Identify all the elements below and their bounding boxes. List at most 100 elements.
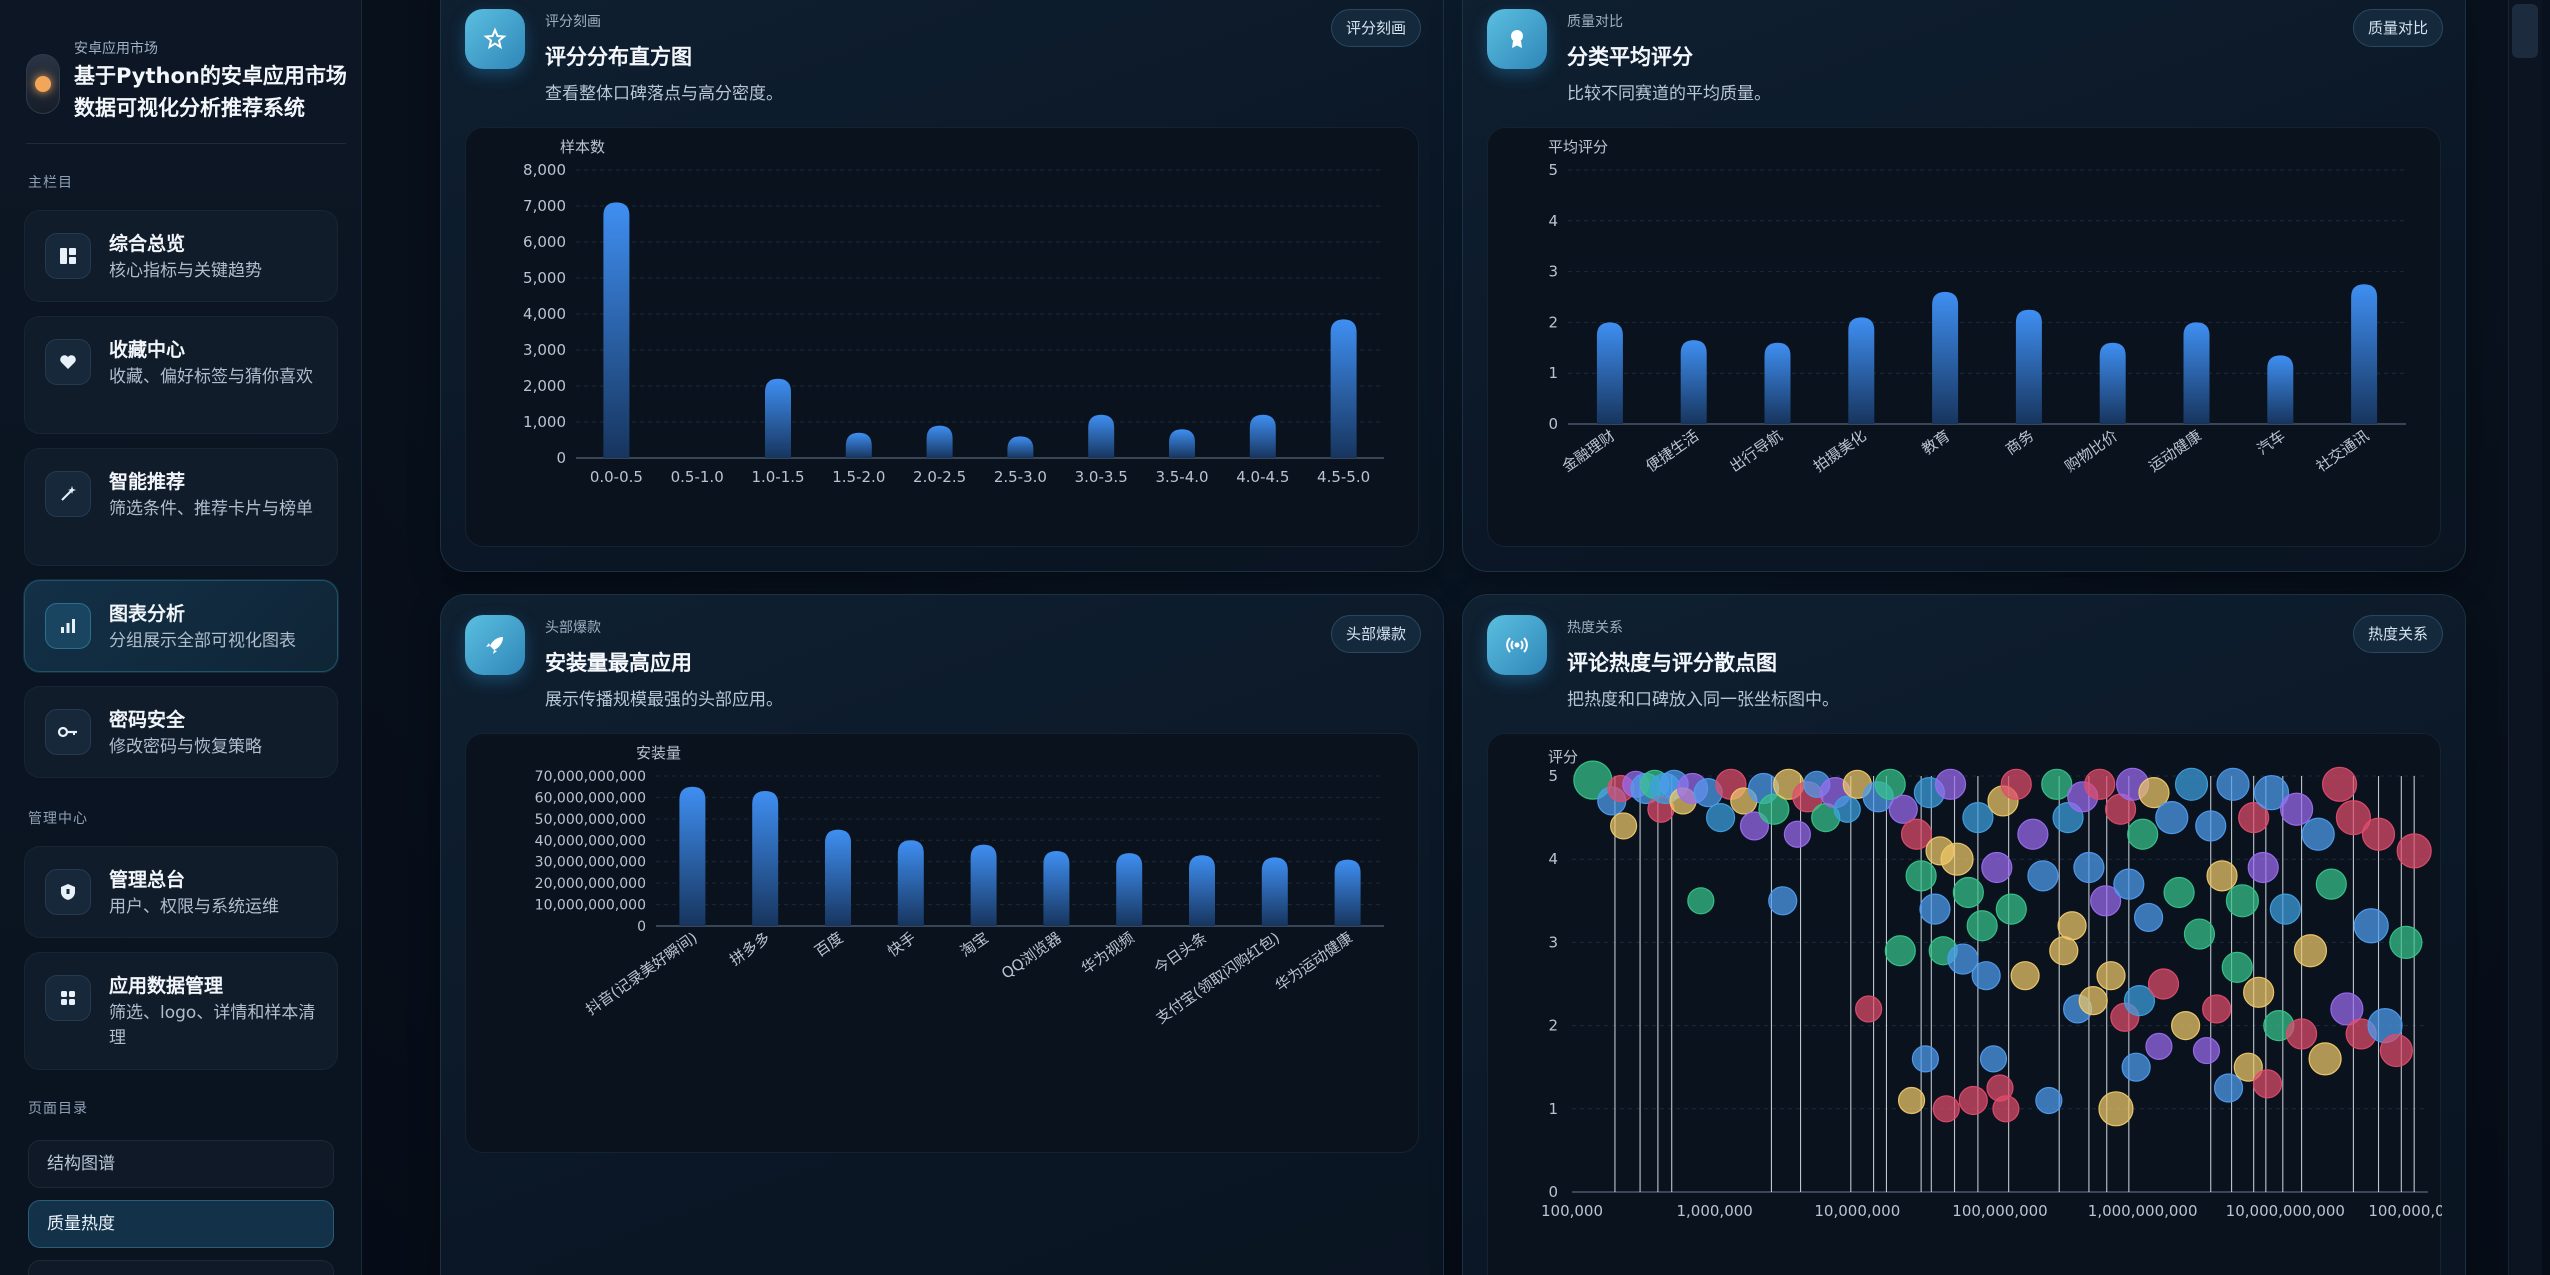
scatter-point	[1952, 876, 1984, 909]
card-title: 分类平均评分	[1567, 45, 1693, 69]
brand-logo-icon	[26, 54, 60, 114]
card-kicker: 热度关系	[1567, 620, 1623, 636]
scatter-point	[2396, 833, 2432, 869]
bar	[1932, 291, 1959, 424]
x-tick-label: 拍摄美化	[1810, 427, 1869, 476]
y-tick-label: 30,000,000,000	[535, 855, 646, 871]
x-tick-label: 2.0-2.5	[913, 468, 966, 486]
x-tick-label: 4.5-5.0	[1317, 468, 1370, 486]
bar	[679, 786, 706, 926]
scatter-point	[1947, 943, 1979, 975]
scatter-point	[1995, 893, 2027, 925]
bar	[1043, 851, 1070, 926]
y-tick-label: 0	[1548, 415, 1558, 433]
x-tick-label: 1,000,000	[1676, 1202, 1752, 1220]
scatter-point	[2285, 1018, 2318, 1050]
scatter-point	[2252, 1069, 2283, 1099]
y-tick-label: 4	[1548, 850, 1558, 868]
scatter-point	[2233, 1052, 2263, 1082]
x-tick-label: 社交通讯	[2313, 427, 2372, 476]
nav-item-recommend[interactable]: 智能推荐 筛选条件、推荐卡片与榜单	[24, 448, 338, 566]
x-tick-label: 出行导航	[1726, 427, 1785, 476]
scatter-point	[1940, 842, 1974, 876]
x-tick-label: 4.0-4.5	[1236, 468, 1289, 486]
scatter-point	[1962, 801, 1994, 834]
scatter-point	[2027, 860, 2059, 892]
card-title: 评论热度与评分散点图	[1567, 651, 1777, 675]
scatter-point	[2221, 951, 2253, 983]
toc-item-more[interactable]	[28, 1260, 334, 1275]
y-tick-label: 0	[637, 919, 646, 935]
scatter-point	[2389, 925, 2423, 959]
y-tick-label: 50,000,000,000	[535, 812, 646, 828]
chart-panel: 0 10,000,000,000 20,000,000,000 30,000,000,…	[465, 733, 1419, 1153]
scatter-point	[2010, 961, 2040, 991]
chart-panel: 0 1 2 3 4 5 评分 100,000 1,000,000 10,000,000 100,00…	[1487, 733, 2442, 1275]
nav-title: 图表分析	[109, 603, 186, 625]
main-scrollbar[interactable]	[2508, 0, 2542, 1275]
card-description: 把热度和口碑放入同一张坐标图中。	[1567, 690, 1839, 710]
scrollbar-thumb[interactable]	[2512, 4, 2538, 58]
chart-panel: 0 1,000 2,000 3,000 4,000 5,000 6,000 7,000 8,00…	[465, 127, 1419, 547]
card-tag[interactable]: 热度关系	[2352, 615, 2443, 653]
nav-subtitle: 筛选、logo、详情和样本清理	[109, 1003, 316, 1048]
scatter-point	[1971, 961, 2001, 991]
scatter-point	[1768, 886, 1798, 916]
scatter-point	[2353, 908, 2389, 944]
nav-item-charts[interactable]: 图表分析 分组展示全部可视化图表	[24, 580, 338, 672]
scatter-point	[2163, 876, 2195, 909]
x-tick-label: 0.0-0.5	[590, 468, 643, 486]
scatter-point	[2133, 902, 2164, 933]
y-tick-label: 5	[1548, 767, 1558, 785]
bar	[970, 844, 997, 926]
y-tick-label: 3	[1548, 933, 1558, 951]
bar	[1680, 340, 1707, 424]
brand-title: 基于Python的安卓应用市场数据可视化分析推荐系统	[74, 64, 347, 120]
y-tick-label: 3	[1548, 263, 1558, 281]
card-description: 比较不同赛道的平均质量。	[1567, 84, 1771, 104]
scatter-point	[2017, 818, 2049, 850]
scatter-point	[1687, 887, 1715, 915]
y-axis-title: 平均评分	[1548, 138, 1608, 156]
y-tick-label: 2	[1548, 1017, 1558, 1035]
scatter-point	[2379, 1033, 2413, 1068]
x-tick-label: 快手	[884, 929, 919, 961]
toc-item-quality[interactable]: 质量热度	[28, 1200, 334, 1248]
y-tick-label: 6,000	[523, 233, 566, 251]
nav-subtitle: 收藏、偏好标签与猜你喜欢	[109, 367, 313, 387]
card-category-average: 质量对比 分类平均评分 比较不同赛道的平均质量。 质量对比 0 1 2 3 4 5 平均评分…	[1462, 0, 2466, 572]
nav-item-app-data[interactable]: 应用数据管理 筛选、logo、详情和样本清理	[24, 952, 338, 1070]
nav-title: 收藏中心	[109, 339, 186, 361]
scatter-point	[2145, 1032, 2173, 1060]
y-tick-label: 1	[1548, 1100, 1558, 1118]
x-tick-label: 支付宝(领取闪购红包)	[1153, 929, 1284, 1028]
nav-title: 密码安全	[109, 709, 186, 731]
y-tick-label: 2,000	[523, 377, 566, 395]
nav-title: 应用数据管理	[109, 975, 224, 997]
heart-icon	[45, 339, 91, 385]
admin-section-label: 管理中心	[28, 811, 88, 827]
scatter-point	[2315, 868, 2347, 900]
nav-item-password[interactable]: 密码安全 修改密码与恢复策略	[24, 686, 338, 778]
toc-item-structure[interactable]: 结构图谱	[28, 1140, 334, 1188]
x-tick-label: QQ浏览器	[998, 929, 1065, 983]
x-tick-label: 华为运动健康	[1272, 929, 1356, 995]
x-tick-label: 运动健康	[2145, 427, 2204, 476]
y-tick-label: 40,000,000,000	[535, 833, 646, 849]
nav-item-overview[interactable]: 综合总览 核心指标与关键趋势	[24, 210, 338, 302]
card-tag[interactable]: 评分刻画	[1330, 9, 1421, 47]
scatter-point	[2096, 961, 2126, 991]
scatter-point	[2192, 1036, 2221, 1065]
scatter-point	[2078, 986, 2108, 1016]
scatter-point	[2147, 968, 2180, 1000]
scatter-point	[2073, 851, 2105, 884]
shield-icon	[45, 869, 91, 915]
toc-section-label: 页面目录	[28, 1101, 88, 1117]
bar	[2351, 284, 2378, 424]
nav-item-favorites[interactable]: 收藏中心 收藏、偏好标签与猜你喜欢	[24, 316, 338, 434]
scatter-point	[2335, 799, 2372, 836]
card-tag[interactable]: 质量对比	[2352, 9, 2443, 47]
card-tag[interactable]: 头部爆款	[1330, 615, 1421, 653]
nav-item-admin-console[interactable]: 管理总台 用户、权限与系统运维	[24, 846, 338, 938]
scatter-point	[2301, 817, 2335, 851]
